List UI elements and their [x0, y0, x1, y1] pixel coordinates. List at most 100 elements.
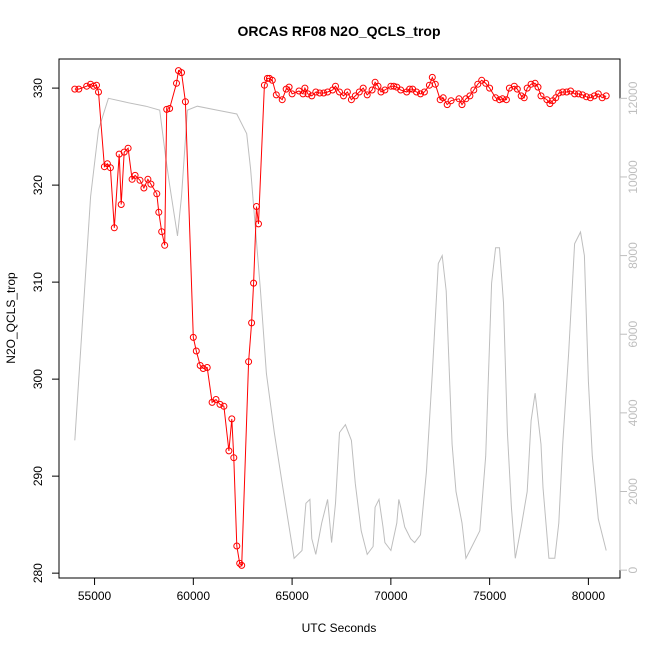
data-point [192, 347, 200, 355]
data-point [575, 90, 582, 98]
data-point [428, 73, 436, 81]
data-point [255, 220, 262, 228]
data-point [312, 88, 320, 96]
data-point [332, 82, 339, 90]
y-tick-label: 290 [31, 466, 45, 486]
data-point [181, 98, 189, 106]
data-point [95, 88, 102, 96]
data-point [124, 144, 132, 152]
data-point [228, 415, 236, 423]
data-point [253, 203, 260, 210]
x-tick-label: 80000 [572, 589, 606, 603]
data-point [397, 86, 405, 94]
data-point [304, 90, 312, 98]
data-point [390, 82, 398, 90]
secondary-series [74, 97, 607, 561]
data-point [153, 190, 161, 198]
y2-tick-label: 6000 [626, 321, 640, 348]
plot-frame [58, 58, 621, 579]
data-point [288, 90, 296, 98]
data-point [238, 561, 246, 569]
data-point [140, 184, 148, 192]
data-point [470, 86, 478, 94]
y2-tick-label: 2000 [626, 478, 640, 505]
data-point [527, 80, 535, 88]
data-point [161, 241, 169, 249]
data-point [420, 88, 428, 96]
data-point [513, 85, 521, 93]
data-point [278, 96, 286, 104]
data-point [447, 97, 455, 105]
data-point [431, 80, 439, 88]
data-point [220, 402, 228, 410]
data-point [120, 148, 128, 156]
x-tick-label: 60000 [177, 589, 211, 603]
data-point [439, 94, 447, 102]
data-point [559, 88, 567, 96]
data-point [136, 176, 144, 184]
data-point [75, 85, 83, 93]
data-point [563, 88, 571, 96]
y-axis-left: 280 290 300 310 320 330 [31, 78, 60, 583]
data-point [520, 94, 528, 102]
y2-tick-label: 8000 [626, 242, 640, 269]
y-tick-label: 300 [31, 369, 45, 389]
data-point [594, 90, 602, 98]
data-point [212, 396, 220, 403]
data-point [466, 92, 474, 100]
data-point [455, 95, 463, 103]
data-point [178, 69, 185, 77]
data-point [499, 95, 506, 103]
data-point [163, 105, 171, 113]
y-axis-right: 0 2000 4000 6000 8000 10000 12000 [619, 81, 640, 573]
data-point [260, 81, 268, 89]
data-point [482, 79, 490, 87]
data-point [474, 80, 482, 88]
data-point [225, 447, 233, 455]
data-point [571, 90, 579, 98]
data-point [106, 164, 114, 172]
data-point [359, 84, 367, 92]
x-tick-label: 65000 [275, 589, 309, 603]
data-point [355, 88, 363, 96]
x-axis-label: UTC Seconds [302, 621, 377, 635]
data-point [272, 91, 280, 99]
data-point [71, 85, 79, 93]
y2-tick-label: 0 [626, 566, 640, 573]
data-point [363, 91, 371, 99]
data-point [340, 92, 347, 100]
data-point [230, 454, 238, 462]
data-point [586, 94, 594, 102]
y-tick-label: 280 [31, 563, 45, 583]
data-point [245, 358, 253, 366]
data-point [158, 228, 166, 236]
y2-tick-label: 12000 [626, 81, 640, 115]
data-point [320, 89, 328, 97]
data-point [199, 365, 207, 372]
data-point [236, 559, 244, 567]
data-point [93, 81, 100, 89]
data-point [496, 96, 503, 104]
data-point [351, 92, 359, 100]
y2-tick-label: 4000 [626, 399, 640, 426]
data-point [537, 92, 545, 100]
data-point [486, 84, 494, 92]
data-point [189, 333, 197, 341]
data-point [316, 89, 324, 97]
data-point [336, 88, 343, 96]
data-point [250, 279, 258, 287]
primary-series [71, 67, 610, 569]
data-point [285, 83, 293, 91]
data-point [523, 84, 531, 92]
x-axis: 55000 60000 65000 70000 75000 80000 [78, 577, 606, 603]
data-point [155, 208, 163, 216]
data-point [582, 93, 590, 101]
y-tick-label: 330 [31, 78, 45, 98]
data-point [458, 101, 466, 109]
data-point [301, 84, 309, 92]
data-point [534, 83, 542, 91]
data-point [90, 82, 98, 90]
data-point [368, 86, 376, 94]
x-tick-label: 55000 [78, 589, 112, 603]
